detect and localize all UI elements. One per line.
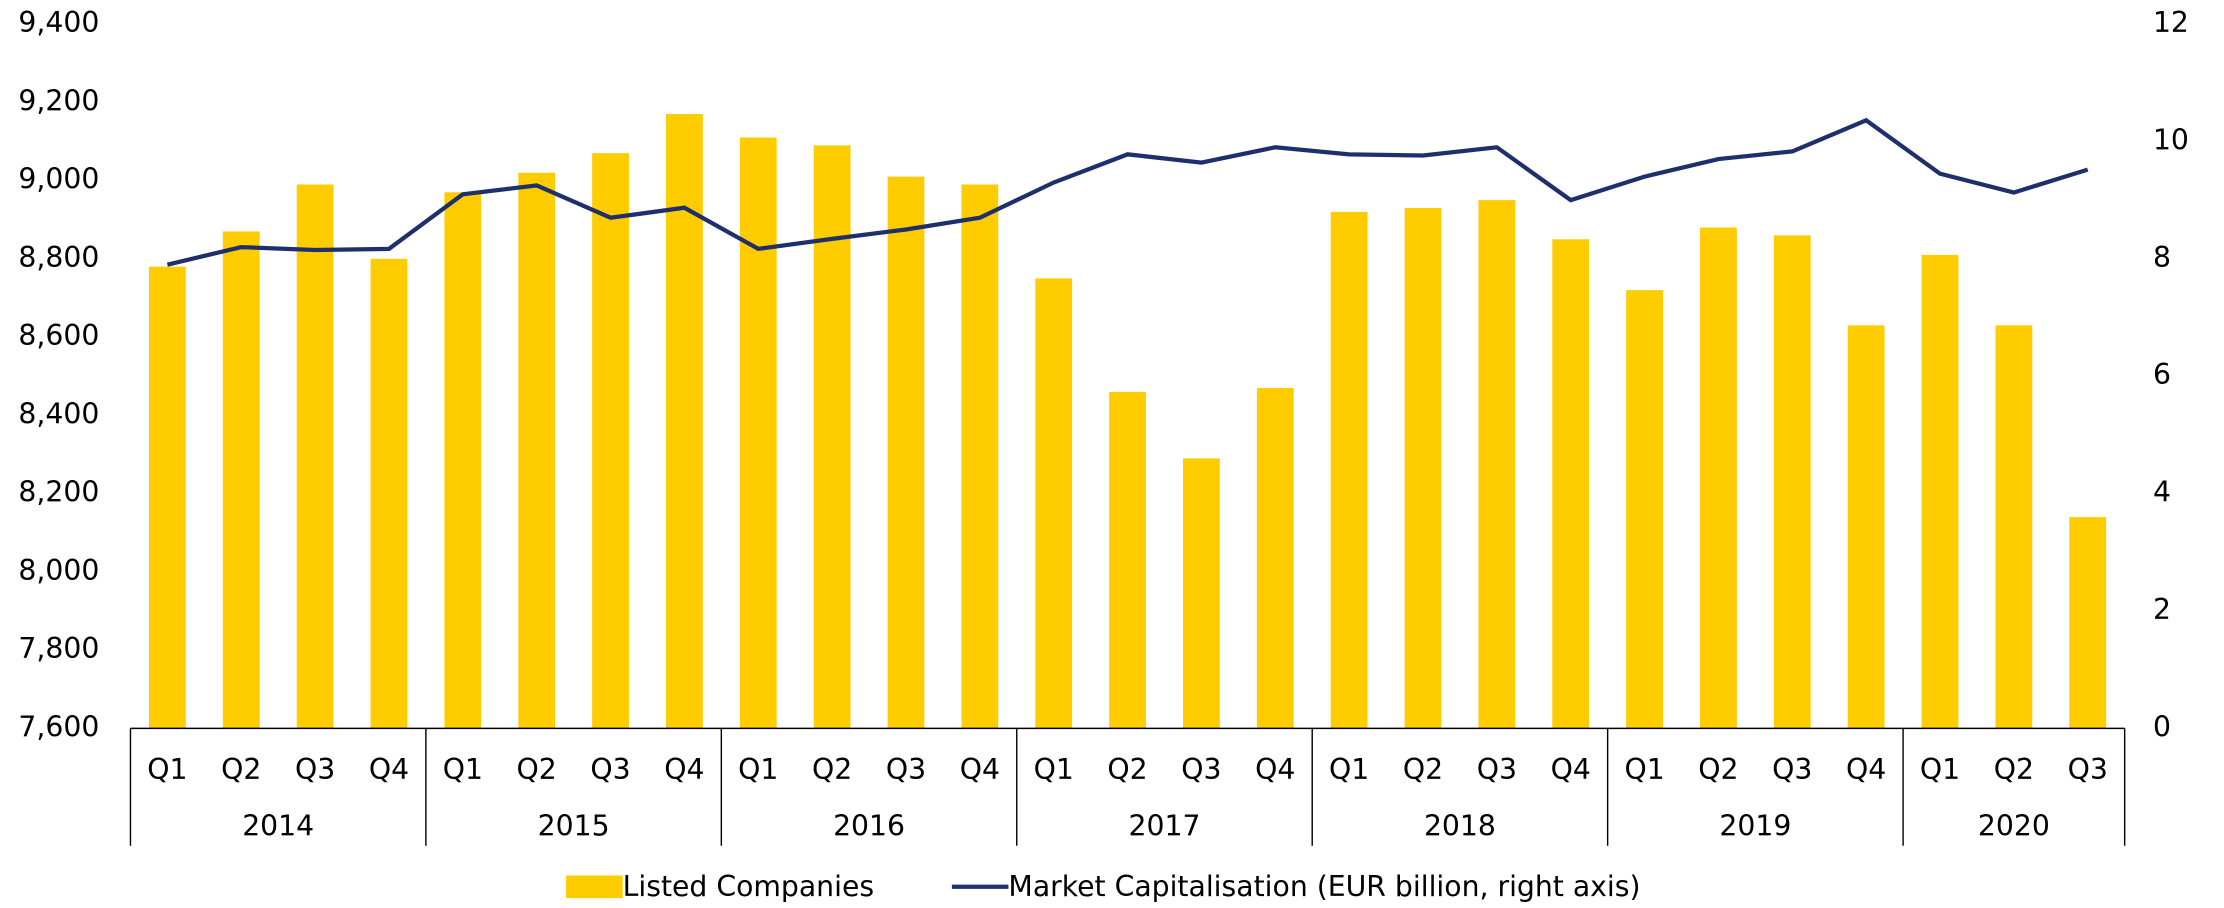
group-label: 2020 — [1978, 809, 2050, 842]
x-tick-label: Q4 — [369, 753, 409, 786]
bar — [1035, 278, 1073, 729]
legend-label: Market Capitalisation (EUR billion, righ… — [1008, 870, 1640, 903]
x-tick-label: Q3 — [295, 753, 335, 786]
bar — [148, 266, 186, 729]
x-tick-label: Q3 — [590, 753, 630, 786]
bar — [961, 184, 999, 729]
y-tick-label: 8,000 — [18, 554, 99, 587]
x-tick-label: Q1 — [443, 753, 483, 786]
bar — [887, 176, 925, 729]
bar — [1330, 211, 1368, 729]
y-tick-label: 9,400 — [18, 6, 99, 39]
bar — [813, 145, 851, 729]
y-tick-label: 7,600 — [18, 710, 99, 743]
x-tick-label: Q3 — [1477, 753, 1517, 786]
group-label: 2018 — [1424, 809, 1496, 842]
group-label: 2014 — [242, 809, 314, 842]
x-tick-label: Q1 — [1329, 753, 1369, 786]
x-tick-label: Q4 — [1255, 753, 1295, 786]
x-tick-label: Q3 — [886, 753, 926, 786]
y2-tick-label: 12 — [2153, 6, 2189, 39]
x-tick-label: Q2 — [1107, 753, 1147, 786]
group-label: 2016 — [833, 809, 905, 842]
bar — [1995, 325, 2033, 729]
y-tick-label: 7,800 — [18, 632, 99, 665]
bar — [1404, 207, 1442, 729]
bar — [1183, 458, 1220, 729]
bar — [518, 172, 556, 729]
bar — [296, 184, 334, 729]
x-tick-label: Q1 — [1034, 753, 1074, 786]
legend-label: Listed Companies — [623, 870, 874, 903]
legend-swatch — [566, 875, 623, 899]
x-tick-label: Q3 — [1772, 753, 1812, 786]
bar — [1847, 325, 1885, 729]
x-tick-label: Q1 — [1624, 753, 1664, 786]
y2-tick-label: 10 — [2153, 123, 2189, 156]
x-tick-label: Q2 — [1403, 753, 1443, 786]
x-tick-label: Q4 — [664, 753, 704, 786]
y2-tick-label: 2 — [2153, 593, 2171, 626]
x-tick-label: Q3 — [1181, 753, 1221, 786]
bar — [1552, 239, 1590, 729]
line — [166, 117, 2089, 267]
bar — [222, 231, 260, 729]
x-tick-label: Q1 — [147, 753, 187, 786]
y-tick-label: 8,400 — [18, 397, 99, 430]
group-label: 2019 — [1719, 809, 1791, 842]
y2-tick-label: 4 — [2153, 476, 2171, 509]
bar — [1109, 391, 1146, 729]
bar — [592, 153, 629, 729]
x-tick-label: Q2 — [812, 753, 852, 786]
bar — [370, 258, 408, 729]
bar — [1921, 254, 1959, 729]
bar — [1478, 200, 1516, 729]
y-tick-label: 8,200 — [18, 476, 99, 509]
y-tick-label: 9,200 — [18, 84, 99, 117]
y-tick-label: 8,800 — [18, 241, 99, 274]
y2-tick-label: 6 — [2153, 358, 2171, 391]
y-tick-label: 9,000 — [18, 163, 99, 196]
x-tick-label: Q1 — [1920, 753, 1960, 786]
bar — [444, 192, 482, 729]
x-tick-label: Q2 — [517, 753, 557, 786]
bar — [1700, 227, 1737, 729]
group-label: 2017 — [1129, 809, 1201, 842]
x-tick-label: Q4 — [1551, 753, 1591, 786]
x-tick-label: Q3 — [2068, 753, 2108, 786]
y2-tick-label: 0 — [2153, 710, 2171, 743]
bar — [1256, 387, 1294, 729]
bar — [1626, 290, 1663, 729]
bar — [2069, 517, 2107, 729]
x-tick-label: Q1 — [738, 753, 778, 786]
x-tick-label: Q2 — [1994, 753, 2034, 786]
group-label: 2015 — [538, 809, 610, 842]
bar — [739, 137, 777, 729]
y2-tick-label: 8 — [2153, 241, 2171, 274]
x-tick-label: Q2 — [1698, 753, 1738, 786]
x-tick-label: Q2 — [221, 753, 261, 786]
x-tick-label: Q4 — [960, 753, 1000, 786]
bar — [1773, 235, 1811, 729]
x-tick-label: Q4 — [1846, 753, 1886, 786]
y-tick-label: 8,600 — [18, 319, 99, 352]
